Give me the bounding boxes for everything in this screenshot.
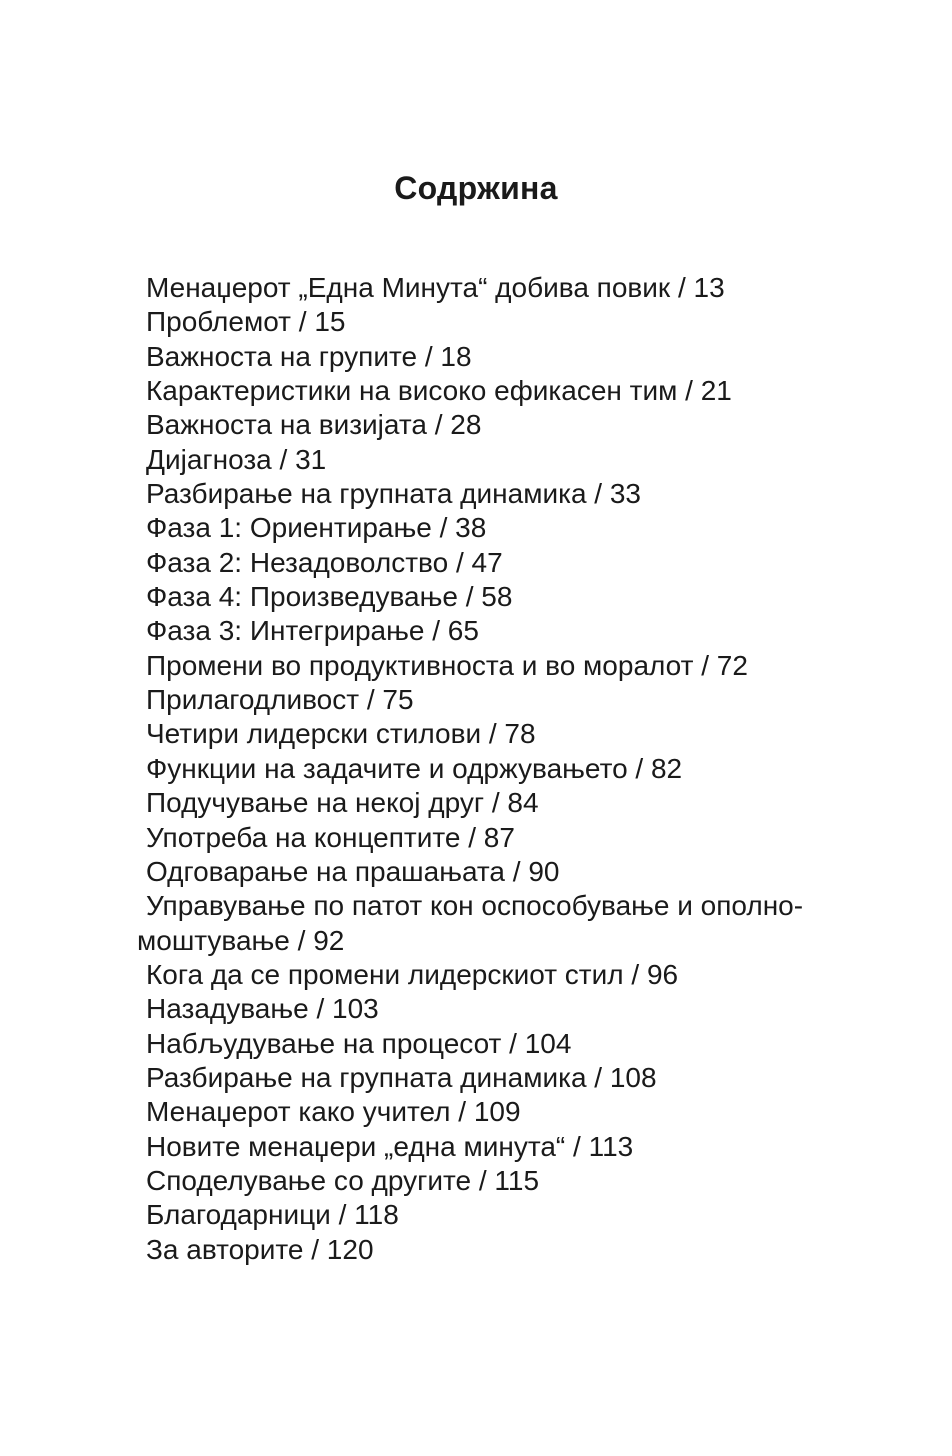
toc-entry-text: Менаџерот „Една Минута“ добива повик / 1…	[146, 272, 725, 303]
toc-entry-text: Фаза 3: Интегрирање / 65	[146, 615, 479, 647]
toc-entry-text: Одговарање на прашањата / 90	[146, 855, 560, 887]
toc-entry-text: Проблемот / 15	[146, 306, 346, 338]
toc-entry: Дијагноза / 31	[137, 443, 803, 477]
toc-entry-text: Благодарници / 118	[146, 1199, 399, 1231]
toc-entry: Одговарање на прашањата / 90	[137, 855, 803, 889]
toc-entry: Четири лидерски стилови / 78	[137, 717, 803, 751]
toc-entry: Назадување / 103	[137, 992, 803, 1026]
page-title: Содржина	[394, 170, 558, 206]
toc-entry-text: Подучување на некој друг / 84	[146, 787, 539, 819]
toc-entry-text: Карактеристики на високо ефикасен тим / …	[146, 375, 732, 407]
toc-entry-text: Прилагодливост / 75	[146, 684, 414, 716]
toc-entry-text: Употреба на концептите / 87	[146, 821, 515, 853]
toc-entry-text: Функции на задачите и одржувањето / 82	[146, 752, 683, 784]
toc-entry-continuation: моштување / 92	[137, 924, 345, 956]
toc-entry: Фаза 1: Ориентирање / 38	[137, 511, 803, 545]
toc-entry-text: Фаза 1: Ориентирање / 38	[146, 512, 487, 544]
toc-entry: Употреба на концептите / 87	[137, 821, 803, 855]
toc-entry-text: Новите менаџери „една минута“ / 113	[146, 1130, 634, 1162]
toc-entry-text: Управување по патот кон оспособување и о…	[146, 890, 804, 922]
toc-entry-text: Фаза 4: Произведување / 58	[146, 581, 513, 613]
toc-entry: Споделување со другите / 115	[137, 1164, 803, 1198]
toc-entry-text: Набљудување на процесот / 104	[146, 1027, 572, 1059]
toc-entry: Прилагодливост / 75	[137, 683, 803, 717]
toc-entry: Набљудување на процесот / 104	[137, 1027, 803, 1061]
toc-entry-text: Важноста на визијата / 28	[146, 409, 482, 441]
toc-entry-text: Назадување / 103	[146, 993, 379, 1025]
toc-entry: Благодарници / 118	[137, 1198, 803, 1232]
toc-entry-text: Менаџерот како учител / 109	[146, 1096, 521, 1128]
toc-entry-text: Кога да се промени лидерскиот стил / 96	[146, 958, 679, 990]
toc-entry-text: Разбирање на групната динамика / 33	[146, 478, 642, 510]
toc-entry-text: Важноста на групите / 18	[146, 340, 472, 372]
toc-entry: Кога да се промени лидерскиот стил / 96	[137, 958, 803, 992]
toc-entry-text: За авторите / 120	[146, 1233, 374, 1265]
toc-entry: Управување по патот кон оспособување и о…	[137, 889, 803, 958]
toc-entry: Менаџерот „Една Минута“ добива повик / 1…	[137, 271, 803, 305]
toc-entry: Важноста на визијата / 28	[137, 408, 803, 442]
toc-entry: Функции на задачите и одржувањето / 82	[137, 752, 803, 786]
toc-entry: Новите менаџери „една минута“ / 113	[137, 1130, 803, 1164]
toc-entry: Менаџерот како учител / 109	[137, 1095, 803, 1129]
toc-entry-text: Дијагноза / 31	[146, 443, 327, 475]
toc-entry: За авторите / 120	[137, 1233, 803, 1267]
toc-entry-text: Споделување со другите / 115	[146, 1164, 540, 1196]
toc-entry: Разбирање на групната динамика / 33	[137, 477, 803, 511]
toc-entry: Проблемот / 15	[137, 305, 803, 339]
toc-entry-text: Промени во продуктивноста и во моралот /…	[146, 649, 748, 681]
table-of-contents: Менаџерот „Една Минута“ добива повик / 1…	[137, 271, 803, 1267]
toc-entry: Промени во продуктивноста и во моралот /…	[137, 649, 803, 683]
toc-entry-text: Четири лидерски стилови / 78	[146, 718, 536, 750]
toc-entry-text: Разбирање на групната динамика / 108	[146, 1061, 657, 1093]
toc-entry: Фаза 4: Произведување / 58	[137, 580, 803, 614]
toc-entry: Фаза 3: Интегрирање / 65	[137, 614, 803, 648]
toc-entry: Подучување на некој друг / 84	[137, 786, 803, 820]
toc-entry: Важноста на групите / 18	[137, 340, 803, 374]
toc-entry: Разбирање на групната динамика / 108	[137, 1061, 803, 1095]
toc-entry: Фаза 2: Незадоволство / 47	[137, 546, 803, 580]
toc-entry-text: Фаза 2: Незадоволство / 47	[146, 546, 503, 578]
toc-entry: Карактеристики на високо ефикасен тим / …	[137, 374, 803, 408]
